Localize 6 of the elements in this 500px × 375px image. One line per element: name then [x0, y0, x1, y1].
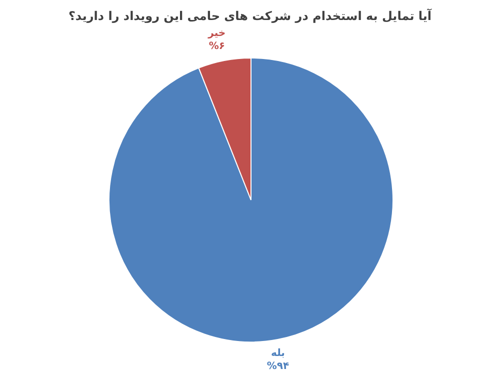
chart-title: آیا تمایل به استخدام در شرکت های حامی این رویداد را دارید؟: [68, 8, 432, 23]
data-label: %۶: [208, 40, 225, 52]
slice-label: بله: [271, 348, 285, 359]
slice-label: خیر: [207, 28, 226, 39]
data-label: %۹۴: [266, 361, 290, 372]
pie-slice: [108, 58, 394, 342]
